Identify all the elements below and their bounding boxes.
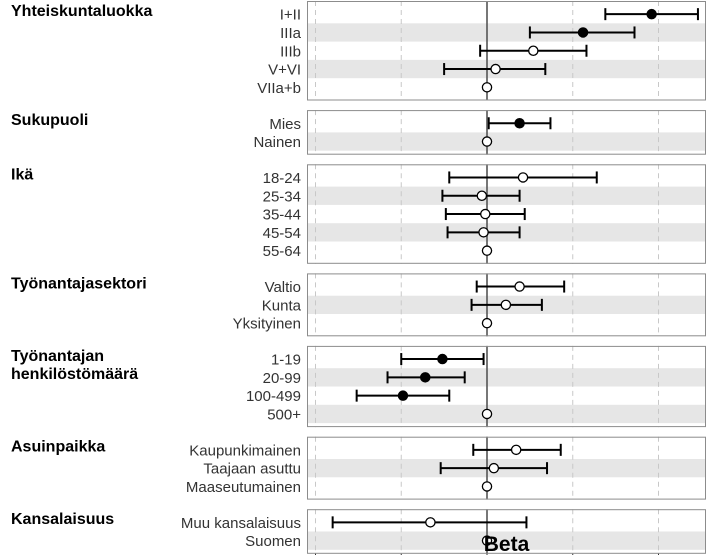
point-nonsignificant: [425, 517, 436, 528]
point-significant: [646, 8, 657, 20]
category-label: V+VI: [268, 62, 301, 79]
group-label: Asuinpaikka: [11, 439, 105, 456]
category-label: Nainen: [253, 134, 301, 151]
category-label: Muu kansalaisuus: [181, 515, 301, 532]
category-label: Valtio: [265, 279, 301, 296]
category-label: 1-19: [271, 352, 301, 369]
row-stripe: [307, 404, 706, 424]
group-label: Työnantajasektori: [11, 275, 147, 292]
group-label: Yhteiskuntaluokka: [11, 3, 152, 20]
category-label: VIIa+b: [257, 80, 301, 97]
panel-backgrounds: [307, 1, 706, 554]
x-axis-title: Beta: [484, 533, 530, 555]
point-significant: [577, 27, 589, 38]
point-significant: [397, 390, 409, 401]
point-nonsignificant: [488, 462, 500, 474]
category-label: Maaseutumainen: [186, 479, 301, 496]
x-axis: -1.0-0.50.00.51.0: [315, 553, 659, 555]
category-label: Mies: [269, 116, 301, 133]
point-nonsignificant: [481, 245, 493, 256]
row-stripe: [307, 368, 706, 387]
point-nonsignificant: [478, 227, 489, 238]
category-label: 20-99: [263, 370, 301, 387]
point-significant: [420, 372, 431, 383]
category-label: Yksityinen: [233, 316, 301, 333]
group-label: henkilöstömäärä: [11, 366, 138, 383]
category-label: 25-34: [263, 188, 301, 205]
point-nonsignificant: [481, 481, 493, 492]
category-label: 500+: [267, 406, 301, 423]
point-nonsignificant: [510, 444, 522, 456]
point-nonsignificant: [481, 82, 493, 93]
row-stripe: [307, 23, 706, 42]
group-label: Ikä: [11, 166, 33, 183]
row-stripe: [307, 132, 706, 151]
category-label: IIIa: [280, 25, 302, 42]
category-label: Kaupunkimainen: [189, 442, 301, 459]
point-nonsignificant: [490, 63, 501, 75]
category-label: 55-64: [263, 243, 301, 260]
point-nonsignificant: [517, 172, 529, 183]
point-nonsignificant: [481, 136, 493, 147]
category-label: Taajaan asuttu: [203, 461, 301, 478]
point-nonsignificant: [500, 299, 512, 311]
row-stripe: [307, 531, 706, 550]
point-nonsignificant: [476, 190, 488, 201]
category-label: IIIb: [280, 43, 301, 60]
category-label: 35-44: [263, 207, 301, 224]
point-nonsignificant: [528, 45, 539, 57]
point-nonsignificant: [481, 535, 493, 546]
point-significant: [514, 118, 525, 129]
group-label: Sukupuoli: [11, 112, 88, 129]
points: [397, 8, 657, 546]
group-label: Työnantajan: [11, 348, 104, 365]
point-nonsignificant: [481, 408, 493, 420]
point-nonsignificant: [514, 281, 525, 292]
point-nonsignificant: [481, 317, 493, 329]
category-label: 18-24: [263, 170, 301, 187]
category-label: Kunta: [262, 297, 302, 314]
category-label: Suomen: [245, 533, 301, 550]
point-nonsignificant: [480, 208, 491, 220]
point-significant: [437, 353, 448, 365]
category-label: 100-499: [246, 388, 301, 405]
category-label: I+II: [280, 7, 301, 24]
group-label: Kansalaisuus: [11, 511, 114, 528]
category-label: 45-54: [263, 225, 301, 242]
